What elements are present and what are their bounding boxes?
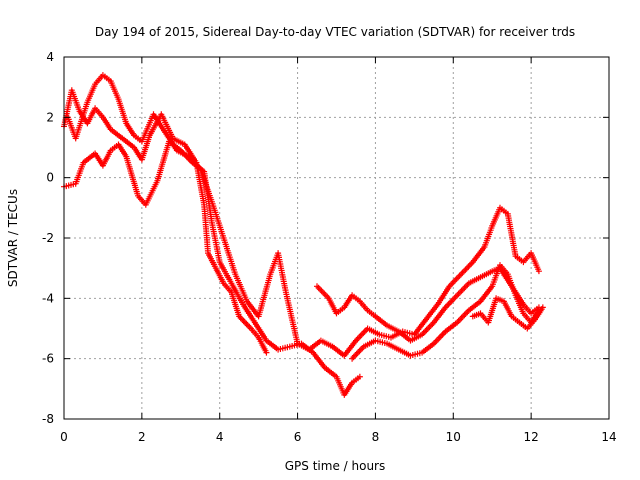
y-tick-label: -4 [42,291,54,305]
y-tick-label: 0 [46,171,54,185]
plus-markers [469,295,546,332]
x-tick-label: 8 [372,430,380,444]
y-tick-label: -2 [42,231,54,245]
data-series [64,72,542,359]
plus-markers [64,72,542,359]
plus-markers [61,87,270,356]
x-tick-label: 10 [446,430,461,444]
data-series [61,87,270,356]
x-tick-label: 4 [216,430,224,444]
x-axis-label: GPS time / hours [285,459,386,473]
plus-markers [61,138,363,398]
y-axis-label: SDTVAR / TECUs [6,189,20,287]
x-tick-label: 12 [524,430,539,444]
x-tick-label: 14 [601,430,616,444]
data-series [469,295,546,332]
tick-layer: 0 2 4 6 8 10 12 14 -8 -6 -4 -2 0 2 4 [42,50,617,444]
y-tick-label: 2 [46,110,54,124]
series-layer [61,72,546,398]
grid-layer [64,57,609,419]
plus-markers [349,262,542,362]
y-tick-label: -6 [42,352,54,366]
x-tick-label: 0 [60,430,68,444]
x-tick-label: 2 [138,430,146,444]
chart-title: Day 194 of 2015, Sidereal Day-to-day VTE… [95,25,575,39]
data-series [349,262,542,362]
y-tick-label: -8 [42,412,54,426]
data-series [61,138,363,398]
y-tick-label: 4 [46,50,54,64]
x-tick-label: 6 [294,430,302,444]
